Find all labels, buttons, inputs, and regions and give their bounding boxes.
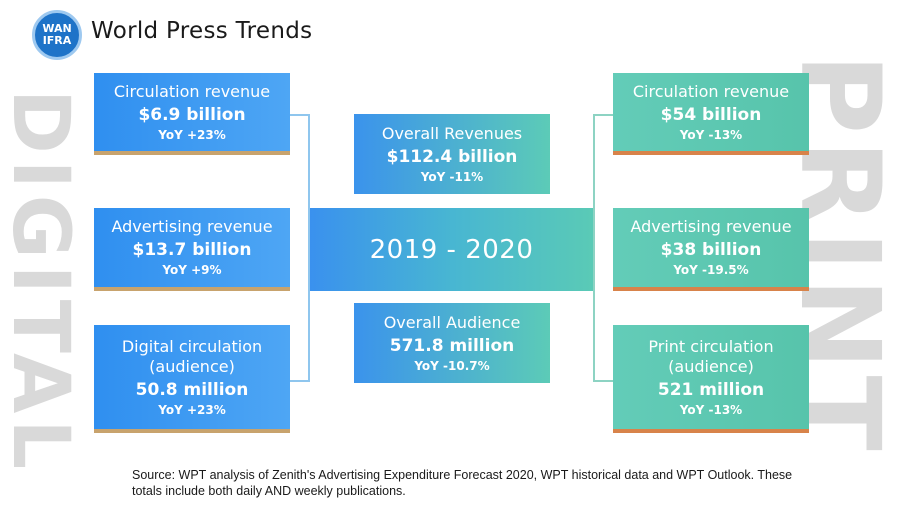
digital-circulation-revenue-box: Circulation revenue $6.9 billion YoY +23…	[94, 73, 290, 155]
box-label: Overall Audience	[383, 312, 521, 332]
wan-ifra-logo-icon: WAN IFRA	[32, 10, 82, 60]
overall-revenues-box: Overall Revenues $112.4 billion YoY -11%	[354, 114, 550, 194]
box-value: 50.8 million	[135, 379, 249, 400]
box-value: 571.8 million	[389, 335, 515, 356]
box-value: 521 million	[657, 379, 765, 400]
box-label-line2: (audience)	[149, 356, 235, 376]
digital-side-label: DIGITAL	[0, 89, 85, 476]
box-label: Advertising revenue	[111, 217, 273, 236]
box-label: Overall Revenues	[381, 123, 523, 143]
box-yoy: YoY +9%	[162, 263, 222, 277]
box-label: Circulation revenue	[632, 81, 790, 101]
box-label-line2: (audience)	[668, 356, 754, 376]
print-circulation-audience-box: Print circulation (audience) 521 million…	[613, 325, 809, 433]
connector-right-trunk	[593, 114, 595, 382]
print-advertising-revenue-box: Advertising revenue $38 billion YoY -19.…	[613, 208, 809, 291]
logo-text-bottom: IFRA	[42, 34, 72, 47]
connector-left-trunk	[308, 114, 310, 382]
box-yoy: YoY -13%	[679, 127, 743, 142]
box-label-line1: Digital circulation	[121, 336, 263, 356]
connector-right-top	[593, 114, 613, 116]
digital-circulation-audience-box: Digital circulation (audience) 50.8 mill…	[94, 325, 290, 433]
connector-left-bottom	[290, 380, 310, 382]
page-title: World Press Trends	[91, 18, 313, 44]
box-label-line1: Print circulation	[648, 336, 774, 356]
source-note: Source: WPT analysis of Zenith's Adverti…	[132, 468, 793, 498]
box-label: Advertising revenue	[630, 217, 792, 236]
overall-audience-box: Overall Audience 571.8 million YoY -10.7…	[354, 303, 550, 383]
box-value: $112.4 billion	[386, 146, 518, 167]
box-yoy: YoY -19.5%	[673, 263, 749, 277]
digital-advertising-revenue-box: Advertising revenue $13.7 billion YoY +9…	[94, 208, 290, 291]
logo-text-top: WAN	[42, 22, 72, 35]
box-yoy: YoY -13%	[679, 402, 743, 417]
connector-left-vertical	[290, 114, 310, 116]
period-band: 2019 - 2020	[310, 208, 593, 291]
box-yoy: YoY -10.7%	[414, 358, 490, 373]
box-value: $13.7 billion	[132, 240, 252, 260]
box-label: Circulation revenue	[113, 81, 271, 101]
box-value: $54 billion	[660, 104, 762, 125]
box-value: $38 billion	[660, 240, 762, 260]
box-yoy: YoY +23%	[158, 127, 226, 142]
box-yoy: YoY -11%	[420, 169, 484, 184]
print-circulation-revenue-box: Circulation revenue $54 billion YoY -13%	[613, 73, 809, 155]
connector-right-bottom	[593, 380, 613, 382]
box-yoy: YoY +23%	[158, 402, 226, 417]
box-value: $6.9 billion	[138, 104, 246, 125]
